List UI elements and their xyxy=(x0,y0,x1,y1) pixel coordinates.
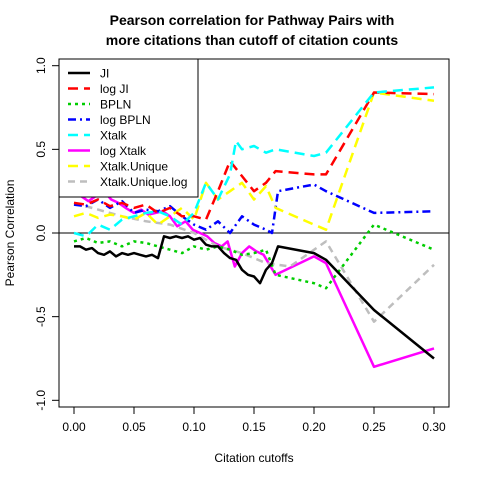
chart-title-line-1: Pearson correlation for Pathway Pairs wi… xyxy=(110,12,395,28)
series-line-xtalk-unique xyxy=(73,91,435,231)
y-axis-label: Pearson Correlation xyxy=(3,180,17,287)
legend-label: Xtalk xyxy=(100,129,128,143)
legend-label: Xtalk.Unique xyxy=(100,160,168,174)
series-line-xtalk-unique-log xyxy=(73,201,435,323)
x-tick-label: 0.30 xyxy=(422,420,446,434)
x-tick-label: 0.25 xyxy=(362,420,386,434)
y-tick-label: 1.0 xyxy=(34,57,48,74)
legend-label: log BPLN xyxy=(100,113,151,127)
legend-label: BPLN xyxy=(100,98,131,112)
plot-area xyxy=(59,86,449,369)
legend-label: JI xyxy=(100,67,109,81)
legend-label: Xtalk.Unique.log xyxy=(100,175,187,189)
legend-label: log Xtalk xyxy=(100,144,147,158)
x-tick-label: 0.05 xyxy=(122,420,146,434)
y-tick-label: -0.5 xyxy=(34,306,48,327)
x-tick-label: 0.15 xyxy=(242,420,266,434)
chart-title-line-2: more citations than cutoff of citation c… xyxy=(106,32,399,48)
series-line-log-xtalk xyxy=(74,189,435,369)
series-line-xtalk xyxy=(73,86,435,238)
series-line-log-bpln xyxy=(73,183,435,235)
y-tick-label: -1.0 xyxy=(34,390,48,411)
x-axis-label: Citation cutoffs xyxy=(214,451,293,465)
legend-label: log JI xyxy=(100,82,129,96)
axes: 0.00 0.05 0.10 0.15 0.20 0.25 0.30 -1.0 -0.5 0.0 0… xyxy=(34,57,446,434)
x-tick-label: 0.10 xyxy=(182,420,206,434)
x-tick-label: 0.00 xyxy=(62,420,86,434)
series-line-ji xyxy=(74,235,435,360)
y-tick-label: 0.5 xyxy=(34,141,48,158)
series-line-log-ji xyxy=(73,91,435,221)
x-tick-label: 0.20 xyxy=(302,420,326,434)
series-line-bpln xyxy=(73,223,435,290)
y-tick-label: 0.0 xyxy=(34,224,48,241)
